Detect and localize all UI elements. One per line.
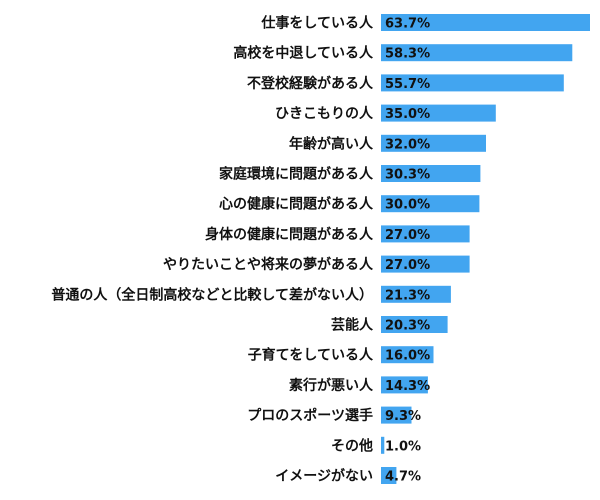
bar-9: [381, 255, 470, 273]
bar-6: [381, 165, 481, 182]
value-label-9: 27.0%: [385, 258, 430, 273]
bar-10: [381, 285, 451, 303]
bar-2: [381, 44, 573, 62]
category-label-2: 高校を中退している人: [233, 45, 374, 62]
bar-7: [381, 195, 480, 213]
category-label-12: 子育てをしている人: [248, 347, 374, 364]
category-label-15: その他: [331, 437, 373, 454]
value-label-13: 14.3%: [385, 379, 430, 394]
value-label-3: 55.7%: [385, 77, 430, 92]
value-label-8: 27.0%: [385, 228, 430, 243]
bar-1: [381, 14, 590, 31]
bar-12: [381, 346, 434, 364]
category-label-8: 身体の健康に問題がある人: [205, 226, 374, 243]
category-label-9: やりたいことや将来の夢がある人: [163, 256, 374, 273]
category-label-10: 普通の人（全日制高校などと比較して差がない人）: [51, 286, 373, 303]
bar-11: [381, 316, 448, 333]
category-label-5: 年齢が高い人: [289, 135, 374, 152]
bar-4: [381, 104, 496, 122]
bar-16: [381, 467, 397, 484]
category-label-16: イメージがない: [275, 468, 373, 485]
bar-8: [381, 225, 470, 243]
category-label-13: 素行が悪い人: [289, 377, 374, 394]
bar-15: [381, 436, 385, 454]
value-label-4: 35.0%: [385, 107, 430, 122]
value-label-1: 63.7%: [385, 17, 430, 32]
value-label-12: 16.0%: [385, 349, 430, 364]
bar-13: [381, 376, 428, 394]
category-label-3: 不登校経験がある人: [247, 75, 374, 92]
value-label-16: 4.7%: [385, 470, 421, 485]
value-label-15: 1.0%: [385, 439, 421, 454]
value-label-6: 30.3%: [385, 168, 430, 183]
bar-14: [381, 406, 412, 424]
bar-5: [381, 134, 486, 152]
bars-layer: [381, 14, 590, 484]
value-label-5: 32.0%: [385, 137, 430, 152]
value-label-7: 30.0%: [385, 198, 430, 213]
category-label-4: ひきこもりの人: [275, 105, 374, 122]
value-label-14: 9.3%: [385, 409, 421, 424]
category-label-14: プロのスポーツ選手: [247, 407, 373, 424]
category-label-7: 心の健康に問題がある人: [219, 196, 374, 213]
value-label-2: 58.3%: [385, 47, 430, 62]
value-label-10: 21.3%: [385, 288, 430, 303]
category-label-11: 芸能人: [331, 317, 374, 334]
labels-layer: 仕事をしている人 63.7% 高校を中退している人 58.3% 不登校経験がある人 55.…: [51, 15, 430, 485]
value-label-11: 20.3%: [385, 319, 430, 334]
category-label-6: 家庭環境に問題がある人: [219, 166, 374, 183]
category-label-1: 仕事をしている人: [260, 15, 374, 32]
bar-3: [381, 74, 564, 92]
